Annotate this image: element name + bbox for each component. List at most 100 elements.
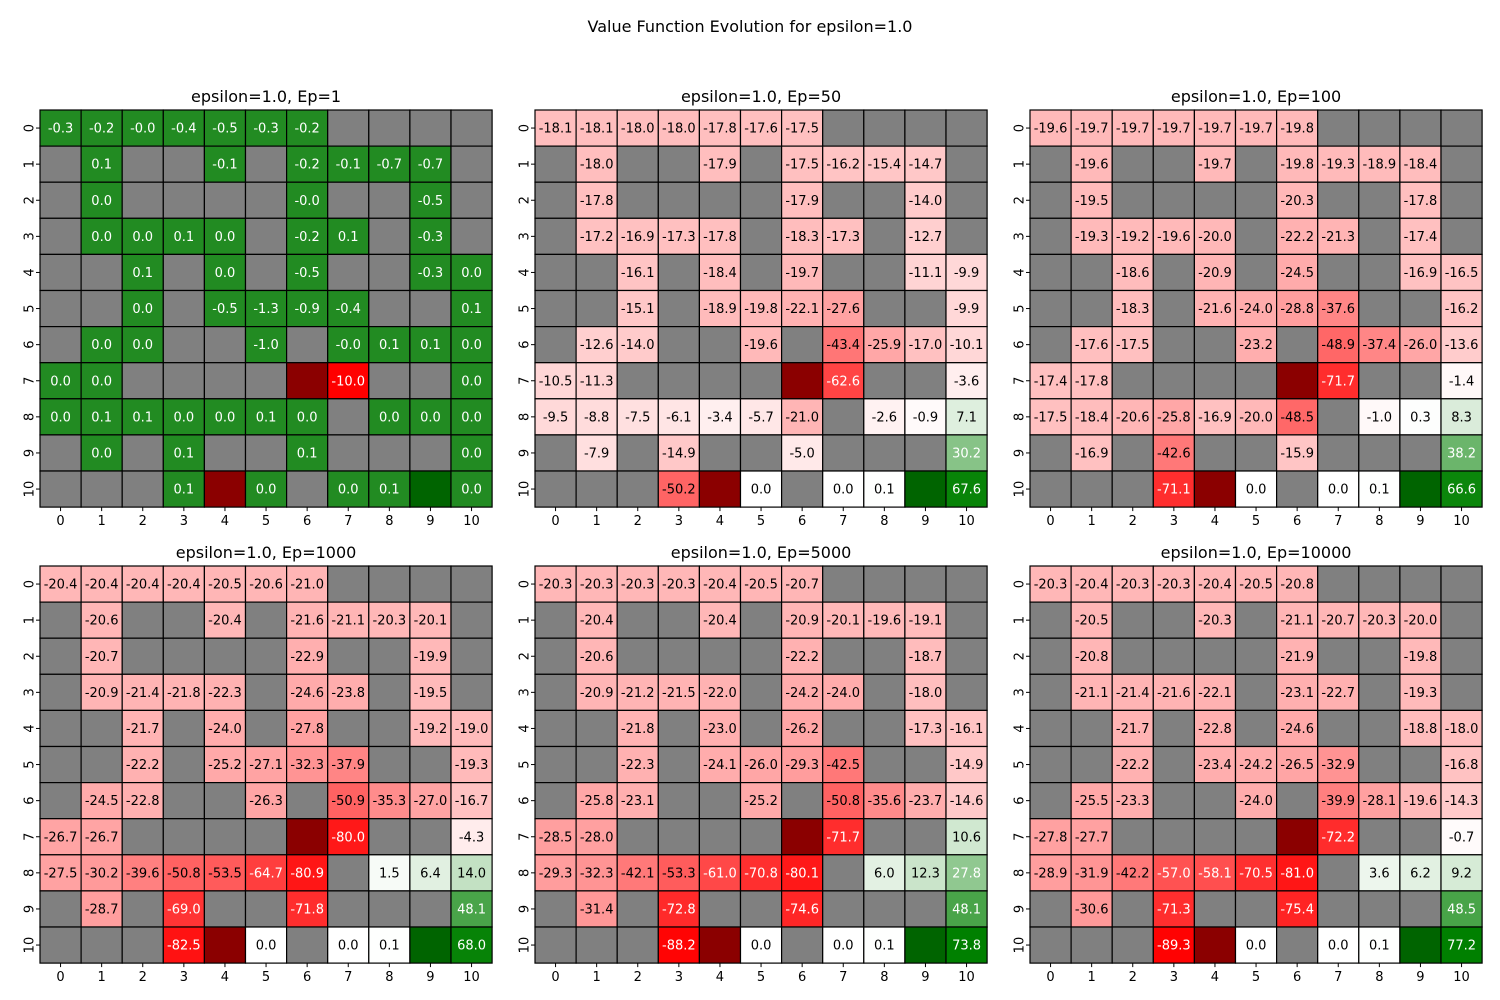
wall-cell (409, 818, 452, 856)
x-tick-label: 0 (56, 514, 64, 529)
x-tick-label: 0 (551, 970, 559, 985)
wall-cell (162, 289, 206, 328)
cell-value-label: -23.1 (621, 794, 655, 809)
wall-cell (1152, 253, 1196, 292)
cell-value-label: -18.4 (1404, 158, 1438, 173)
heatmap-cell (822, 217, 865, 256)
wall-cell (1234, 181, 1278, 219)
wall-cell (1399, 362, 1442, 400)
heatmap-cell (1275, 709, 1319, 748)
cell-value-label: -0.5 (418, 194, 443, 209)
wall-cell (616, 470, 659, 508)
wall-cell (121, 890, 164, 928)
y-tick-label: 10 (518, 481, 533, 498)
wall-cell (698, 362, 742, 400)
cell-value-label: -50.9 (331, 794, 365, 809)
cell-value-label: 0.1 (174, 483, 195, 498)
y-tick-label: 0 (518, 580, 533, 588)
cell-value-label: -74.6 (785, 902, 819, 917)
y-tick-label: 8 (1013, 869, 1028, 877)
cell-value-label: -50.8 (826, 794, 860, 809)
wall-cell (327, 854, 370, 892)
x-tick-label: 6 (798, 970, 806, 985)
cell-value-label: -20.1 (414, 614, 448, 629)
wall-cell (1029, 926, 1072, 964)
cell-value-label: -26.5 (1280, 758, 1314, 773)
wall-cell (1275, 326, 1319, 364)
wall-cell (327, 434, 370, 472)
cell-value-label: -20.4 (44, 578, 78, 593)
wall-cell (1029, 470, 1072, 508)
wall-cell (863, 818, 906, 856)
cell-value-label: -21.4 (126, 686, 160, 701)
cell-value-label: -27.8 (290, 722, 324, 737)
hazard-cell (1275, 362, 1319, 400)
cell-value-label: -26.7 (85, 830, 119, 845)
wall-cell (450, 565, 493, 603)
wall-cell (162, 253, 206, 292)
heatmap-cell (450, 818, 493, 856)
heatmap-cell (39, 362, 82, 400)
heatmap-cell (863, 326, 906, 364)
wall-cell (368, 109, 411, 147)
heatmap-cell (698, 854, 742, 892)
wall-cell (616, 818, 659, 856)
wall-cell (1152, 637, 1196, 675)
cell-value-label: -2.6 (872, 410, 897, 425)
cell-value-label: -31.4 (580, 902, 614, 917)
cell-value-label: -19.7 (1198, 122, 1232, 137)
cell-value-label: -21.1 (331, 614, 365, 629)
cell-value-label: -14.7 (909, 158, 943, 173)
cell-value-label: -24.1 (703, 758, 737, 773)
wall-cell (368, 673, 411, 711)
cell-value-label: -16.9 (621, 230, 655, 245)
cell-value-label: 0.1 (174, 230, 195, 245)
cell-value-label: -20.3 (621, 578, 655, 593)
cell-value-label: 66.6 (1447, 483, 1476, 498)
cell-value-label: -18.3 (785, 230, 819, 245)
cell-value-label: -42.5 (826, 758, 860, 773)
cell-value-label: -14.3 (1445, 794, 1479, 809)
wall-cell (1070, 253, 1113, 292)
wall-cell (657, 289, 700, 328)
wall-cell (575, 745, 618, 784)
heatmap-cell (121, 854, 164, 892)
cell-value-label: -71.3 (1157, 902, 1191, 917)
wall-cell (863, 362, 906, 400)
y-tick-label: 3 (518, 232, 533, 240)
hazard-cell (698, 926, 742, 964)
cell-value-label: -70.5 (1239, 866, 1273, 881)
wall-cell (1152, 326, 1196, 364)
cell-value-label: -22.2 (785, 650, 819, 665)
heatmap-cell (863, 854, 906, 892)
y-tick-label: 8 (518, 413, 533, 421)
y-tick-label: 9 (23, 449, 38, 457)
figure-title: Value Function Evolution for epsilon=1.0 (587, 17, 913, 36)
wall-cell (39, 926, 82, 964)
wall-cell (945, 217, 988, 256)
x-tick-label: 2 (634, 514, 642, 529)
x-tick-label: 0 (1046, 970, 1054, 985)
x-tick-label: 0 (551, 514, 559, 529)
cell-value-label: -20.3 (1198, 614, 1232, 629)
wall-cell (863, 217, 906, 256)
wall-cell (327, 181, 370, 219)
cell-value-label: -0.5 (212, 302, 237, 317)
wall-cell (121, 818, 164, 856)
wall-cell (1317, 637, 1360, 675)
wall-cell (1234, 253, 1278, 292)
wall-cell (945, 181, 988, 219)
wall-cell (1152, 362, 1196, 400)
wall-cell (121, 601, 164, 639)
wall-cell (80, 470, 123, 508)
wall-cell (1152, 145, 1196, 183)
x-tick-label: 4 (221, 970, 229, 985)
y-tick-label: 7 (518, 377, 533, 385)
heatmap-cell (575, 217, 618, 256)
cell-value-label: 0.0 (91, 338, 112, 353)
cell-value-label: 73.8 (952, 939, 981, 954)
wall-cell (1234, 673, 1278, 711)
cell-value-label: -24.5 (1280, 266, 1314, 281)
wall-cell (1358, 289, 1401, 328)
heatmap-panel: epsilon=1.0, Ep=50 -18.1 -18.1 -18.0 -18.0 -1… (518, 87, 988, 529)
